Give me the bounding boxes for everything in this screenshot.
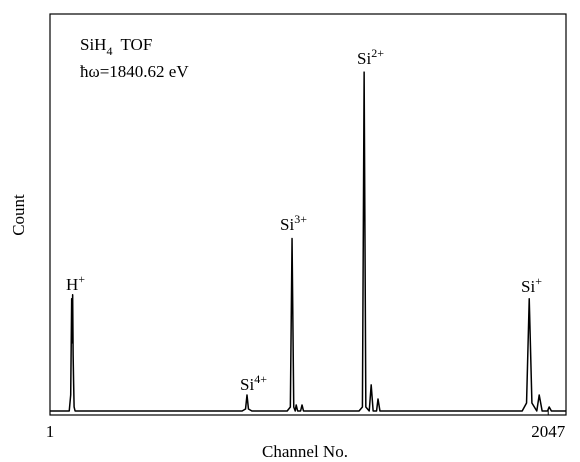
y-axis-label: Count — [9, 194, 28, 236]
annotation-sup: + — [78, 272, 85, 286]
annotation: Si+ — [521, 274, 542, 296]
x-tick-label: 2047 — [531, 422, 566, 441]
annotation-text: Si — [240, 375, 254, 394]
x-tick-label: 1 — [46, 422, 55, 441]
spectrum-line — [50, 71, 566, 412]
title-text: SiH — [80, 35, 106, 54]
annotation-text: Si — [357, 49, 371, 68]
annotation-text: Si — [521, 277, 535, 296]
annotation-sup: + — [535, 274, 542, 288]
annotation: Si4+ — [240, 372, 267, 394]
x-axis-label: Channel No. — [262, 442, 348, 461]
annotation-text: Si — [280, 215, 294, 234]
annotation: H+ — [66, 272, 85, 294]
subtitle: ħω=1840.62 eV — [80, 62, 189, 81]
annotation-sup: 4+ — [254, 372, 267, 386]
annotation-sup: 2+ — [371, 46, 384, 60]
annotation: Si2+ — [357, 46, 384, 68]
title-rest: TOF — [120, 35, 152, 54]
chart-title: SiH4 TOF — [80, 35, 152, 58]
annotation: Si3+ — [280, 212, 307, 234]
plot-frame — [49, 13, 567, 416]
annotation-text: H — [66, 275, 78, 294]
title-sub: 4 — [106, 44, 112, 58]
annotation-sup: 3+ — [294, 212, 307, 226]
